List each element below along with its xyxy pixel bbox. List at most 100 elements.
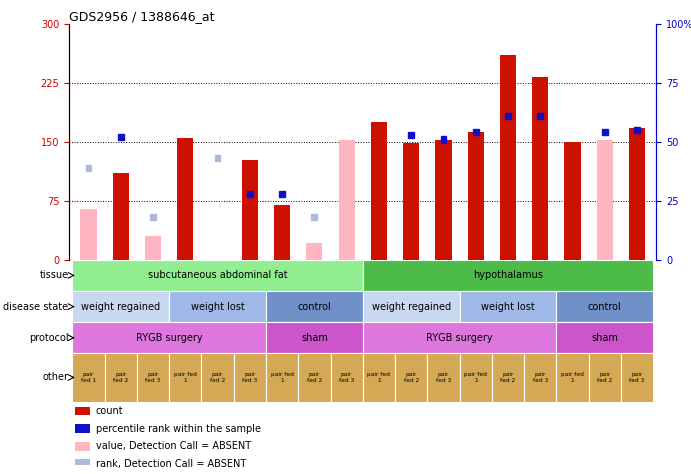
Text: control: control: [588, 301, 622, 311]
Bar: [538, 113, 543, 119]
Text: rank, Detection Call = ABSENT: rank, Detection Call = ABSENT: [95, 459, 246, 469]
Bar: [556, 354, 589, 401]
Bar: [274, 205, 290, 260]
Bar: [104, 354, 137, 401]
Bar: [556, 291, 653, 322]
Bar: [339, 140, 354, 260]
Bar: [589, 354, 621, 401]
Bar: [363, 322, 556, 354]
Bar: [75, 424, 90, 433]
Bar: [169, 291, 266, 322]
Text: sham: sham: [591, 333, 618, 343]
Text: pair
fed 3: pair fed 3: [533, 372, 548, 383]
Bar: [118, 134, 124, 140]
Bar: [621, 354, 653, 401]
Text: pair
fed 3: pair fed 3: [630, 372, 645, 383]
Text: sham: sham: [301, 333, 328, 343]
Bar: [532, 77, 549, 260]
Bar: [371, 122, 387, 260]
Text: tissue: tissue: [39, 271, 68, 281]
Bar: [80, 209, 97, 260]
Text: weight regained: weight regained: [81, 301, 160, 311]
Text: subcutaneous abdominal fat: subcutaneous abdominal fat: [148, 271, 287, 281]
Text: percentile rank within the sample: percentile rank within the sample: [95, 424, 261, 434]
Text: RYGB surgery: RYGB surgery: [136, 333, 202, 343]
Bar: [242, 160, 258, 260]
Bar: [403, 143, 419, 260]
Bar: [634, 127, 640, 133]
Text: pair
fed 2: pair fed 2: [597, 372, 612, 383]
Bar: [137, 354, 169, 401]
Text: count: count: [95, 406, 123, 416]
Bar: [75, 407, 90, 415]
Text: pair
fed 2: pair fed 2: [113, 372, 129, 383]
Bar: [234, 354, 266, 401]
Bar: [150, 214, 156, 220]
Text: weight lost: weight lost: [191, 301, 245, 311]
Bar: [145, 236, 161, 260]
Bar: [524, 354, 556, 401]
Bar: [299, 354, 330, 401]
Text: pair
fed 3: pair fed 3: [243, 372, 258, 383]
Bar: [408, 132, 414, 138]
Bar: [73, 354, 104, 401]
Text: pair fed
1: pair fed 1: [271, 372, 294, 383]
Bar: [597, 140, 613, 260]
Bar: [330, 354, 363, 401]
Bar: [86, 164, 91, 171]
Bar: [266, 322, 363, 354]
Bar: [468, 132, 484, 260]
Bar: [460, 291, 556, 322]
Text: pair
fed 2: pair fed 2: [307, 372, 322, 383]
Bar: [556, 322, 653, 354]
Bar: [215, 155, 220, 162]
Text: control: control: [298, 301, 331, 311]
Bar: [602, 129, 607, 136]
Text: pair fed
1: pair fed 1: [174, 372, 197, 383]
Bar: [73, 322, 266, 354]
Text: pair fed
1: pair fed 1: [561, 372, 584, 383]
Bar: [363, 354, 395, 401]
Bar: [306, 243, 323, 260]
Bar: [460, 354, 492, 401]
Bar: [113, 173, 129, 260]
Text: value, Detection Call = ABSENT: value, Detection Call = ABSENT: [95, 441, 251, 451]
Text: GDS2956 / 1388646_at: GDS2956 / 1388646_at: [69, 9, 215, 23]
Text: pair
fed 2: pair fed 2: [404, 372, 419, 383]
Text: pair
fed 2: pair fed 2: [500, 372, 515, 383]
Bar: [247, 191, 253, 197]
Text: pair
fed 3: pair fed 3: [339, 372, 354, 383]
Bar: [312, 214, 317, 220]
Bar: [201, 354, 234, 401]
Bar: [363, 260, 653, 291]
Bar: [75, 442, 90, 451]
Bar: [500, 55, 516, 260]
Text: pair
fed 3: pair fed 3: [436, 372, 451, 383]
Bar: [177, 138, 193, 260]
Bar: [492, 354, 524, 401]
Bar: [395, 354, 427, 401]
Bar: [73, 291, 169, 322]
Bar: [75, 459, 90, 468]
Bar: [427, 354, 460, 401]
Text: RYGB surgery: RYGB surgery: [426, 333, 493, 343]
Bar: [435, 140, 451, 260]
Bar: [629, 128, 645, 260]
Text: pair fed
1: pair fed 1: [368, 372, 390, 383]
Text: pair fed
1: pair fed 1: [464, 372, 487, 383]
Text: weight regained: weight regained: [372, 301, 451, 311]
Text: weight lost: weight lost: [481, 301, 535, 311]
Bar: [266, 354, 299, 401]
Text: disease state: disease state: [3, 301, 68, 311]
Bar: [169, 354, 201, 401]
Text: protocol: protocol: [29, 333, 68, 343]
Bar: [505, 113, 511, 119]
Bar: [441, 136, 446, 143]
Text: other: other: [42, 373, 68, 383]
Bar: [565, 142, 580, 260]
Bar: [473, 129, 479, 136]
Bar: [73, 260, 363, 291]
Text: pair
fed 3: pair fed 3: [145, 372, 160, 383]
Bar: [363, 291, 460, 322]
Bar: [279, 191, 285, 197]
